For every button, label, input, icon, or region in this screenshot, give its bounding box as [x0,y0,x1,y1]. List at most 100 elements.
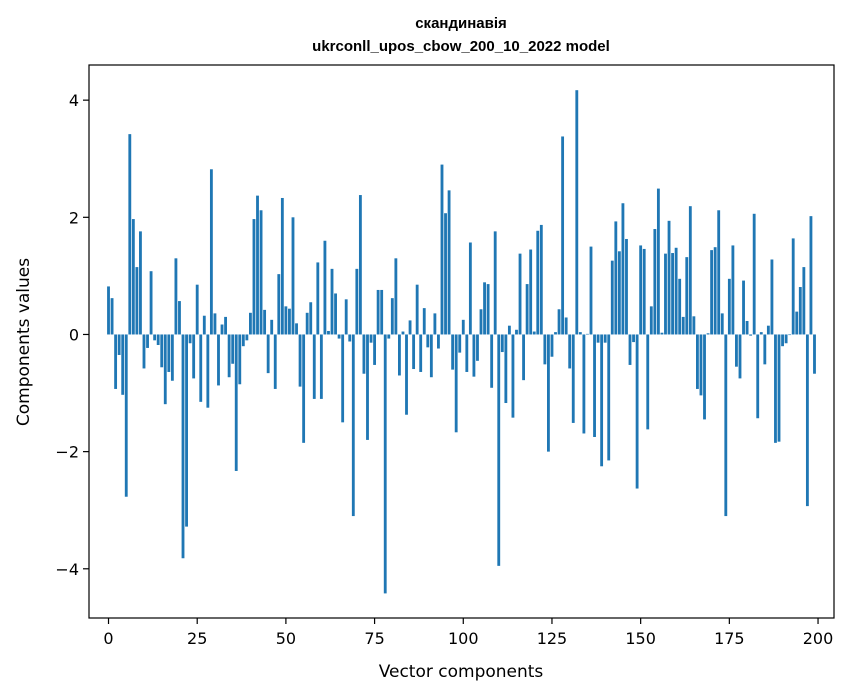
bar [802,267,806,335]
bar [766,325,770,335]
bar [146,334,149,348]
bar [366,334,369,440]
bar [486,284,490,335]
bar [273,334,277,389]
bar [405,334,408,415]
bar [167,334,171,372]
bar [156,334,160,346]
bar [664,253,667,335]
y-tick-label: −2 [55,443,79,462]
bar [181,334,185,559]
bar [263,309,267,335]
bar [312,334,316,399]
bar [277,274,281,335]
bar [547,334,550,452]
bar [699,334,703,396]
bar [525,284,529,335]
bar [504,334,508,404]
bar [727,278,731,335]
bar [465,334,469,372]
bar [447,190,451,335]
bar [561,136,565,335]
bar [114,334,118,389]
bar [256,195,259,335]
bar [500,334,504,353]
bar [334,293,337,335]
bar [614,221,618,335]
bar [458,334,462,353]
bar [387,334,391,339]
x-tick-label: 200 [803,629,834,648]
bar [344,299,348,335]
bar [617,251,621,335]
x-axis-label: Vector components [379,662,544,682]
bar [763,334,767,365]
bar [369,334,373,343]
bar [298,334,302,387]
bar [578,332,582,335]
bar [703,334,706,420]
bar [323,240,327,335]
bar [213,313,217,335]
bar [451,334,455,370]
bar [720,313,724,335]
bar [280,197,284,335]
bar [522,334,525,381]
x-tick-label: 175 [714,629,745,648]
bar [266,334,270,374]
bar [479,309,483,335]
bar [121,334,125,395]
bar [656,188,660,335]
bar [681,316,685,335]
bar [440,164,444,335]
bar [713,247,717,335]
bar [305,312,309,335]
bar [117,334,121,355]
x-tick-label: 75 [364,629,384,648]
bar [341,334,345,423]
bar [202,315,206,335]
bar [348,334,352,342]
bar [408,320,412,335]
bar [358,195,362,335]
x-tick-label: 125 [537,629,568,648]
bar [107,286,110,335]
bar [415,284,419,335]
bar [759,332,763,335]
bar [635,334,639,489]
bar [621,203,625,335]
bar [745,321,749,335]
y-tick-label: −4 [55,560,79,579]
bar [685,257,689,335]
x-tick-label: 100 [448,629,479,648]
bar [593,334,596,437]
bar [749,334,753,336]
bar [195,284,199,335]
bar [639,245,643,335]
bar [174,258,178,335]
bar [742,280,745,335]
bar [610,260,614,335]
bar [476,334,479,361]
bar [483,282,486,335]
bar [554,332,557,335]
bar [738,334,742,379]
bar [607,334,611,461]
bar [259,210,263,335]
bar [128,134,132,335]
bar [798,287,802,335]
bar [774,334,777,443]
bar [770,259,774,335]
bar [813,334,816,374]
bar [153,334,157,341]
chart-subtitle: ukrconll_upos_cbow_200_10_2022 model [312,38,610,55]
bar [234,334,238,471]
bar [429,334,433,378]
bar [316,262,320,335]
bar [518,253,522,335]
bar [706,333,710,335]
bar [589,246,593,335]
y-axis-ticks: −4 −2 0 2 4 [55,91,89,579]
bar [319,334,323,399]
bar [302,334,306,443]
